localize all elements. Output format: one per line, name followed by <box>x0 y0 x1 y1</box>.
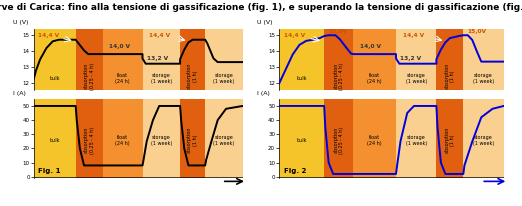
Bar <box>436 29 464 90</box>
Text: storage
(1 week): storage (1 week) <box>151 73 172 84</box>
Bar <box>396 29 436 90</box>
Bar <box>324 99 353 178</box>
Bar <box>324 29 353 90</box>
Text: 14,4 V: 14,4 V <box>284 33 305 38</box>
Text: 13,2 V: 13,2 V <box>147 56 168 61</box>
Text: bulk: bulk <box>50 76 60 81</box>
Text: absorption
(0.25 - 4 h): absorption (0.25 - 4 h) <box>84 126 94 154</box>
Bar <box>396 99 436 178</box>
Text: storage
(1 week): storage (1 week) <box>473 73 494 84</box>
Bar <box>103 29 143 90</box>
Bar <box>279 99 324 178</box>
Text: float
(24 h): float (24 h) <box>367 135 382 145</box>
Text: 15,0V: 15,0V <box>329 29 348 34</box>
Text: 13,2 V: 13,2 V <box>400 56 422 61</box>
Text: Fig. 1: Fig. 1 <box>38 169 61 174</box>
Text: storage
(1 week): storage (1 week) <box>406 135 427 145</box>
Text: 14,0 V: 14,0 V <box>109 44 130 49</box>
Bar <box>180 99 205 178</box>
Bar <box>76 29 103 90</box>
Text: 14,4 V: 14,4 V <box>149 33 170 38</box>
Bar <box>143 29 180 90</box>
Text: I (A): I (A) <box>13 91 26 96</box>
Text: storage
(1 week): storage (1 week) <box>213 135 234 145</box>
Bar <box>279 29 324 90</box>
Bar <box>103 99 143 178</box>
Text: I (A): I (A) <box>257 91 270 96</box>
Text: absorption
(0.25 - 4 h): absorption (0.25 - 4 h) <box>334 63 344 90</box>
Text: storage
(1 week): storage (1 week) <box>213 73 234 84</box>
Bar <box>353 29 396 90</box>
Text: bulk: bulk <box>296 138 307 143</box>
Bar <box>34 99 76 178</box>
Text: absorption
(0.25 - 4 h): absorption (0.25 - 4 h) <box>334 126 344 154</box>
Text: absorption
(0.25 - 4 h): absorption (0.25 - 4 h) <box>84 63 94 90</box>
Text: absorption
(1 h): absorption (1 h) <box>444 127 455 153</box>
Text: Fig. 2: Fig. 2 <box>284 169 306 174</box>
Bar <box>436 99 464 178</box>
Bar <box>143 99 180 178</box>
Text: 14,0 V: 14,0 V <box>360 44 381 49</box>
Bar <box>464 99 504 178</box>
Text: absorption
(1 h): absorption (1 h) <box>187 63 198 89</box>
Text: storage
(1 week): storage (1 week) <box>151 135 172 145</box>
Bar <box>34 29 76 90</box>
Bar <box>76 99 103 178</box>
Text: 14,4 V: 14,4 V <box>403 33 424 38</box>
Text: Curve di Carica: fino alla tensione di gassificazione (fig. 1), e superando la t: Curve di Carica: fino alla tensione di g… <box>0 3 522 12</box>
Text: float
(24 h): float (24 h) <box>367 73 382 84</box>
Bar <box>353 99 396 178</box>
Text: absorption
(1 h): absorption (1 h) <box>187 127 198 153</box>
Bar <box>464 29 504 90</box>
Text: 14,4 V: 14,4 V <box>38 33 59 38</box>
Text: U (V): U (V) <box>257 20 272 25</box>
Text: 15,0V: 15,0V <box>468 29 487 34</box>
Text: float
(24 h): float (24 h) <box>115 73 130 84</box>
Text: absorption
(1 h): absorption (1 h) <box>444 63 455 89</box>
Bar <box>205 99 243 178</box>
Text: storage
(1 week): storage (1 week) <box>473 135 494 145</box>
Bar <box>205 29 243 90</box>
Text: bulk: bulk <box>50 138 60 143</box>
Text: storage
(1 week): storage (1 week) <box>406 73 427 84</box>
Text: bulk: bulk <box>296 76 307 81</box>
Text: float
(24 h): float (24 h) <box>115 135 130 145</box>
Text: U (V): U (V) <box>13 20 29 25</box>
Bar <box>180 29 205 90</box>
